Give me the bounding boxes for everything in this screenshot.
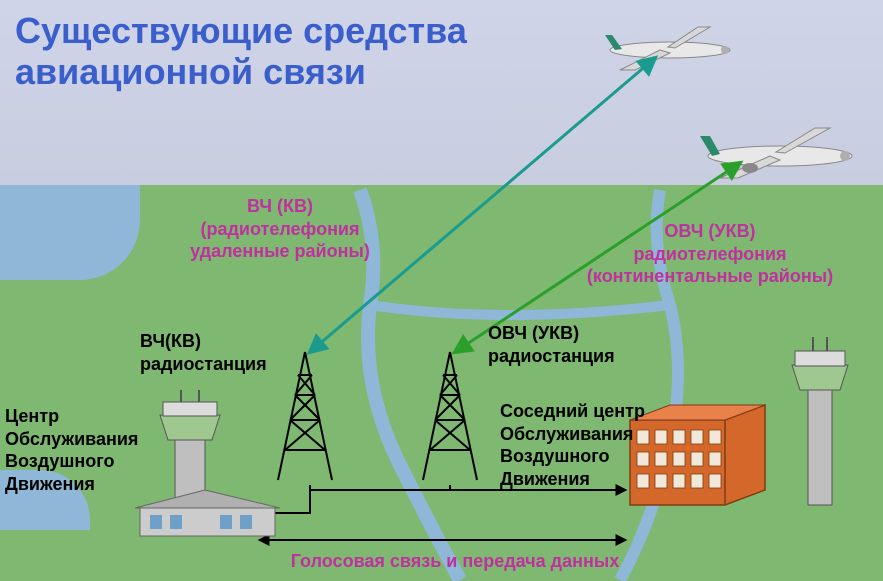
vhf-station-label: ОВЧ (УКВ)радиостанция [488,322,668,367]
atc-center-label: ЦентрОбслуживанияВоздушногоДвижения [5,405,165,495]
vhf-link-label: ОВЧ (УКВ)радиотелефония(континентальные … [560,220,860,288]
hf-station-label: ВЧ(КВ)радиостанция [140,330,300,375]
airplane-icon [590,15,750,75]
bottom-caption: Голосовая связь и передача данных [240,550,670,573]
airplane-icon [680,118,870,183]
page-title: Существующие средстваавиационной связи [15,10,467,93]
control-tower-icon [780,335,860,510]
hf-link-label: ВЧ (КВ)(радиотелефонияудаленные районы) [155,195,405,263]
antenna-tower-icon [415,350,485,485]
adjacent-center-label: Соседний центрОбслуживанияВоздушногоДвиж… [500,400,700,490]
